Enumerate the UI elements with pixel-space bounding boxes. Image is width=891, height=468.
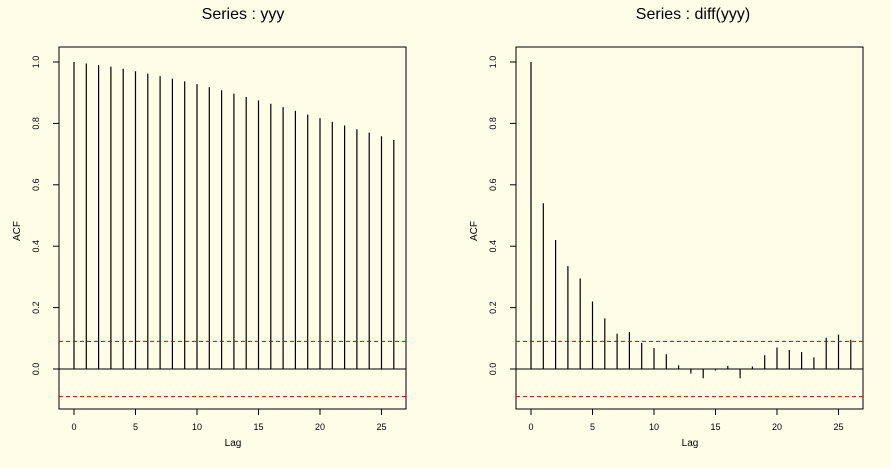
y-tick-label: 0.6	[31, 179, 41, 192]
chart-title: Series : yyy	[202, 6, 285, 23]
y-tick-label: 0.4	[31, 240, 41, 253]
y-tick-label: 1.0	[31, 56, 41, 69]
chart-title: Series : diff(yyy)	[636, 6, 750, 23]
x-tick-label: 5	[133, 422, 138, 432]
y-ticks: 0.0 0.2 0.4 0.6 0.8 1.0	[488, 56, 516, 376]
x-axis-label: Lag	[225, 438, 242, 449]
x-tick-label: 0	[528, 422, 533, 432]
x-tick-label: 20	[315, 422, 325, 432]
y-tick-label: 0.0	[488, 363, 498, 376]
y-tick-label: 0.4	[488, 240, 498, 253]
x-tick-label: 15	[253, 422, 263, 432]
x-tick-label: 15	[710, 422, 720, 432]
x-tick-label: 10	[649, 422, 659, 432]
plot-frame	[515, 46, 864, 410]
y-axis-label: ACF	[469, 221, 480, 241]
y-axis-label: ACF	[12, 221, 23, 241]
x-tick-label: 25	[376, 422, 386, 432]
plot-frame	[58, 46, 407, 410]
x-tick-label: 0	[71, 422, 76, 432]
y-tick-label: 0.8	[31, 117, 41, 130]
y-ticks: 0.0 0.2 0.4 0.6 0.8 1.0	[31, 56, 59, 376]
y-tick-label: 0.2	[31, 301, 41, 314]
y-tick-label: 0.2	[488, 301, 498, 314]
x-axis-label: Lag	[682, 438, 699, 449]
y-tick-label: 0.6	[488, 179, 498, 192]
x-tick-label: 20	[772, 422, 782, 432]
acf-bars	[530, 62, 852, 379]
x-tick-label: 25	[833, 422, 843, 432]
y-tick-label: 0.8	[488, 117, 498, 130]
acf-panel-yyy: Series : yyy Lag ACF 0 5 10 15 20 25 0.00.20.…	[12, 6, 407, 449]
acf-bars	[73, 62, 395, 369]
acf-panel-diff-yyy: Series : diff(yyy) Lag ACF 0 5 10 15 20 25 0.…	[469, 6, 864, 449]
x-ticks: 0 5 10 15 20 25	[528, 409, 844, 432]
x-tick-label: 10	[192, 422, 202, 432]
y-tick-label: 0.0	[31, 363, 41, 376]
x-ticks: 0 5 10 15 20 25	[71, 409, 387, 432]
reference-lines	[59, 340, 406, 398]
y-tick-label: 1.0	[488, 56, 498, 69]
x-tick-label: 5	[590, 422, 595, 432]
reference-lines	[516, 340, 863, 398]
